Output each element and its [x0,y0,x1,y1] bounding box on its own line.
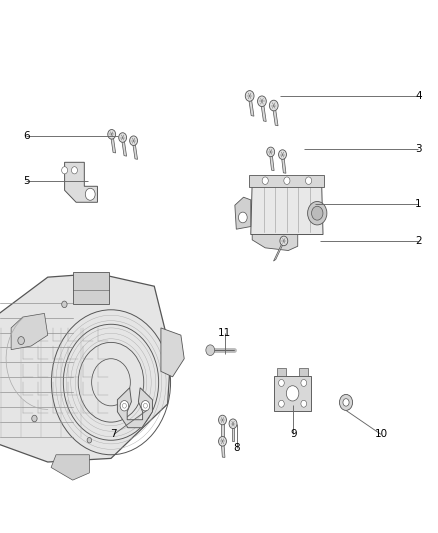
Circle shape [279,150,286,159]
Circle shape [258,96,266,107]
Polygon shape [235,197,251,229]
Polygon shape [221,441,225,457]
Text: 10: 10 [374,430,388,439]
Polygon shape [272,105,278,126]
Circle shape [343,399,349,406]
Polygon shape [261,101,266,122]
Bar [277,368,286,376]
Text: 5: 5 [23,176,30,186]
Circle shape [286,386,299,401]
Circle shape [85,188,95,200]
Circle shape [301,400,307,407]
Polygon shape [269,152,274,171]
Circle shape [267,147,275,157]
Circle shape [269,100,278,111]
Circle shape [279,379,284,386]
Circle shape [119,133,127,142]
Circle shape [219,437,226,446]
Circle shape [339,394,353,410]
Polygon shape [0,273,171,462]
Polygon shape [11,313,48,350]
Circle shape [141,401,150,411]
Text: 9: 9 [290,430,297,439]
Text: 4: 4 [415,91,422,101]
Text: 11: 11 [218,328,231,338]
Bar [249,175,325,187]
Circle shape [108,130,116,139]
Circle shape [284,177,290,184]
Circle shape [62,167,67,174]
Circle shape [206,345,215,356]
Text: 2: 2 [415,236,422,246]
Bar [73,272,110,304]
Bar [274,376,311,410]
Polygon shape [248,95,254,116]
Polygon shape [121,137,127,156]
Circle shape [32,415,37,422]
Circle shape [307,201,327,225]
Polygon shape [132,140,138,159]
Text: 7: 7 [110,430,117,439]
Polygon shape [221,420,224,437]
Circle shape [306,177,311,184]
Circle shape [280,236,288,246]
Bar [299,368,308,376]
Circle shape [18,337,25,344]
Polygon shape [64,162,97,202]
Polygon shape [251,181,323,235]
Circle shape [238,212,247,223]
Circle shape [130,136,138,146]
Circle shape [279,400,284,407]
Circle shape [62,301,67,308]
Circle shape [245,91,254,101]
Circle shape [301,379,307,386]
Polygon shape [252,235,298,251]
Circle shape [229,419,237,429]
Circle shape [143,403,147,408]
Polygon shape [161,328,184,377]
Text: 1: 1 [415,199,422,209]
Polygon shape [232,424,234,441]
Circle shape [87,438,92,443]
Polygon shape [51,455,89,480]
Text: 8: 8 [233,443,240,453]
Polygon shape [117,388,152,427]
Circle shape [262,177,268,184]
Text: 6: 6 [23,131,30,141]
Circle shape [71,167,78,174]
Text: 3: 3 [415,144,422,154]
Polygon shape [281,155,286,173]
Polygon shape [110,134,116,153]
Circle shape [311,206,323,220]
Circle shape [219,415,226,425]
Polygon shape [273,240,285,261]
Circle shape [122,403,126,408]
Circle shape [120,401,129,411]
